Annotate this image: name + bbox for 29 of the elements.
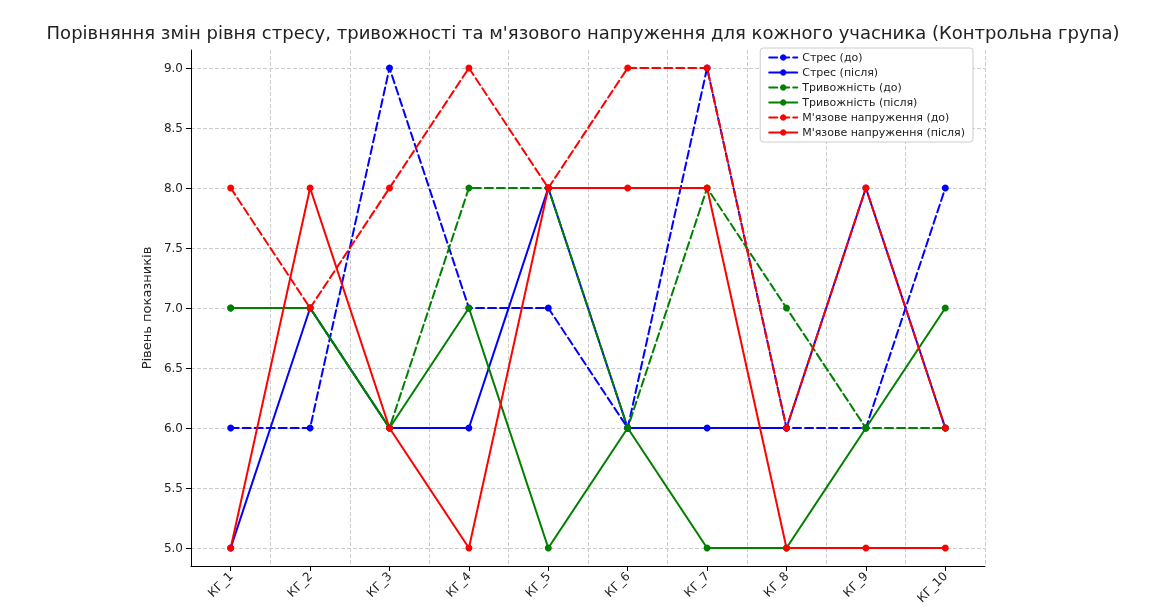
legend-label: Тривожність (після): [801, 96, 918, 109]
legend-label: Стрес (після): [802, 66, 879, 79]
point: [624, 184, 632, 192]
y-tick-label: 6.0: [163, 421, 183, 435]
chart-title: Порівняння змін рівня стресу, тривожності та м'язового напруження для кожного учасника (Контрольна група): [46, 21, 1120, 43]
point: [227, 424, 235, 432]
legend-label: Тривожність (до): [801, 81, 902, 94]
point: [624, 64, 632, 72]
y-tick-label: 5.0: [163, 541, 183, 555]
point: [386, 184, 393, 192]
y-tick-label: 8.5: [163, 121, 183, 135]
point: [544, 304, 552, 312]
y-tick-label: 5.5: [163, 481, 183, 495]
point: [941, 184, 949, 192]
legend-label: М'язове напруження (до): [802, 111, 950, 124]
y-tick-label: 9.0: [163, 61, 183, 75]
y-tick-label: 8.0: [163, 181, 183, 195]
point: [783, 304, 790, 312]
legend-label: Стрес (до): [802, 51, 863, 64]
legend-label: М'язове напруження (після): [802, 126, 965, 139]
y-axis-title: Рівень показників: [139, 246, 154, 370]
point: [544, 544, 552, 552]
point: [941, 304, 949, 312]
point: [227, 184, 235, 192]
point: [941, 544, 949, 552]
point: [386, 64, 393, 72]
y-tick-label: 7.0: [163, 301, 183, 315]
y-tick-label: 6.5: [163, 361, 183, 375]
y-tick-label: 7.5: [163, 241, 183, 255]
